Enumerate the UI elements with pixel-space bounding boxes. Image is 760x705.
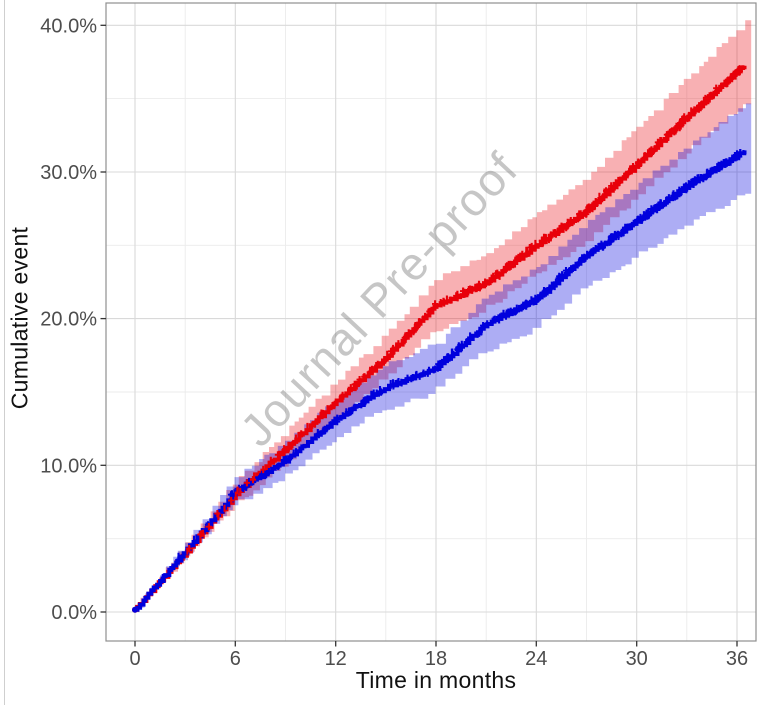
plot-panel [106, 3, 756, 641]
x-tick-label: 0 [129, 648, 140, 670]
y-tick-label: 30.0% [40, 162, 97, 184]
x-tick-label: 6 [230, 648, 241, 670]
y-tick-label: 20.0% [40, 309, 97, 331]
page-left-border [4, 0, 5, 705]
x-axis-title: Time in months [355, 667, 517, 693]
y-tick-label: 40.0% [40, 15, 97, 37]
x-tick-label: 12 [325, 648, 347, 670]
x-tick-label: 18 [425, 648, 447, 670]
y-tick-label: 0.0% [51, 602, 97, 624]
y-axis-title: Cumulative event [6, 226, 33, 410]
x-tick-label: 30 [626, 648, 648, 670]
y-tick-label: 10.0% [40, 455, 97, 477]
x-tick-label: 24 [525, 648, 547, 670]
blue-arm-start-point [132, 606, 138, 613]
red-arm-confidence-band [135, 15, 752, 613]
x-tick-label: 36 [726, 648, 748, 670]
panel-border [105, 2, 757, 642]
red-arm-censor-marks-horizontal [186, 67, 743, 550]
blue-arm-censor-marks-horizontal [158, 151, 744, 582]
